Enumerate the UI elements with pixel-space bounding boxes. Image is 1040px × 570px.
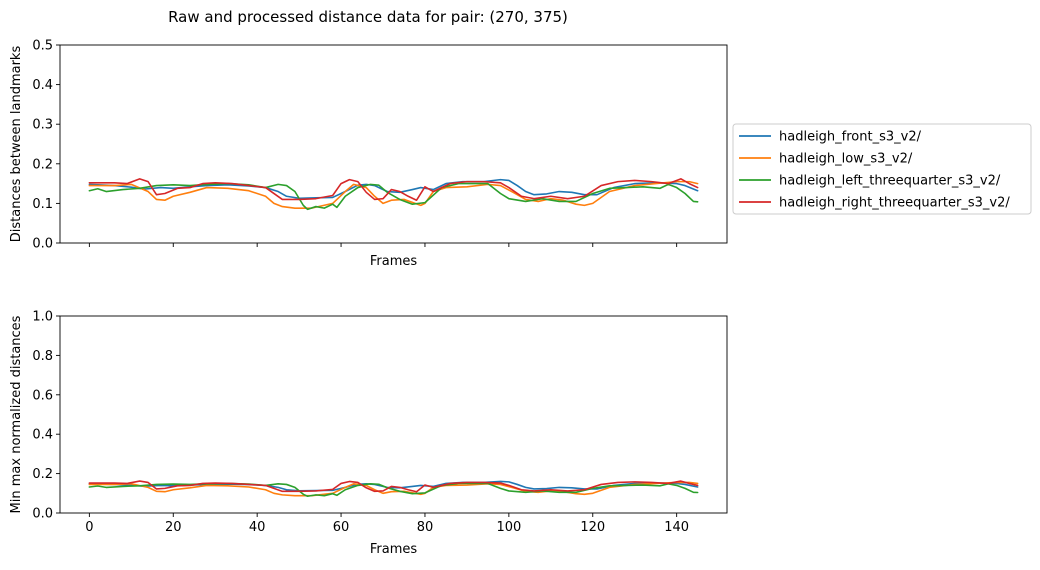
y-tick-label: 0.0: [32, 237, 53, 252]
x-tick-label: 140: [664, 520, 689, 535]
x-tick-label: 20: [165, 520, 182, 535]
x-tick-label: 120: [580, 520, 605, 535]
subplot-1: 0.0 0.1 0.2 0.3 0.4 0.5 Frames Distances betwee…: [9, 39, 728, 269]
x-tick-label: 40: [249, 520, 266, 535]
series-line-1-3: [88, 182, 699, 211]
series-line-1-2: [88, 180, 699, 209]
axes-frame-2: [59, 315, 728, 514]
y-tick-label: 0.2: [32, 467, 53, 482]
legend-entry-2: hadleigh_low_s3_v2/: [779, 152, 913, 167]
y-tick-label: 0.5: [32, 39, 53, 54]
y-axis-label: Min max normalized distances: [9, 315, 24, 513]
y-tick-label: 0.0: [32, 507, 53, 522]
y-tick-label: 0.4: [32, 428, 53, 443]
series-line-2-2: [88, 481, 699, 497]
legend: hadleigh_front_s3_v2/hadleigh_low_s3_v2/…: [732, 123, 1032, 215]
x-tick-label: 0: [85, 520, 93, 535]
x-tick-label: 80: [417, 520, 434, 535]
x-tick-label: 60: [333, 520, 350, 535]
y-tick-label: 0.2: [32, 157, 53, 172]
series-line-1-1: [88, 178, 699, 200]
y-tick-label: 0.4: [32, 78, 53, 93]
x-axis-label: Frames: [370, 542, 418, 557]
figure-title: Raw and processed distance data for pair…: [168, 8, 568, 26]
y-tick-label: 1.0: [32, 310, 53, 325]
subplot-2: 0 20 40 60 80 100 120 140 0.0 0.2 0.4 0.6 0.8 1.0 Fram…: [9, 310, 728, 557]
series-line-2-4: [88, 480, 699, 493]
y-tick-label: 0.3: [32, 118, 53, 133]
legend-entry-3: hadleigh_left_threequarter_s3_v2/: [779, 174, 1001, 189]
series-line-1-4: [88, 178, 699, 202]
legend-box: [732, 123, 1032, 215]
y-tick-label: 0.8: [32, 349, 53, 364]
axes-frame-1: [59, 44, 728, 244]
x-axis-label: Frames: [370, 254, 418, 269]
y-tick-label: 0.1: [32, 197, 53, 212]
x-tick-label: 100: [496, 520, 521, 535]
y-tick-label: 0.6: [32, 388, 53, 403]
legend-entry-1: hadleigh_front_s3_v2/: [779, 130, 922, 145]
y-axis-label: Distances between landmarks: [9, 46, 24, 243]
legend-entry-4: hadleigh_right_threequarter_s3_v2/: [779, 196, 1010, 211]
